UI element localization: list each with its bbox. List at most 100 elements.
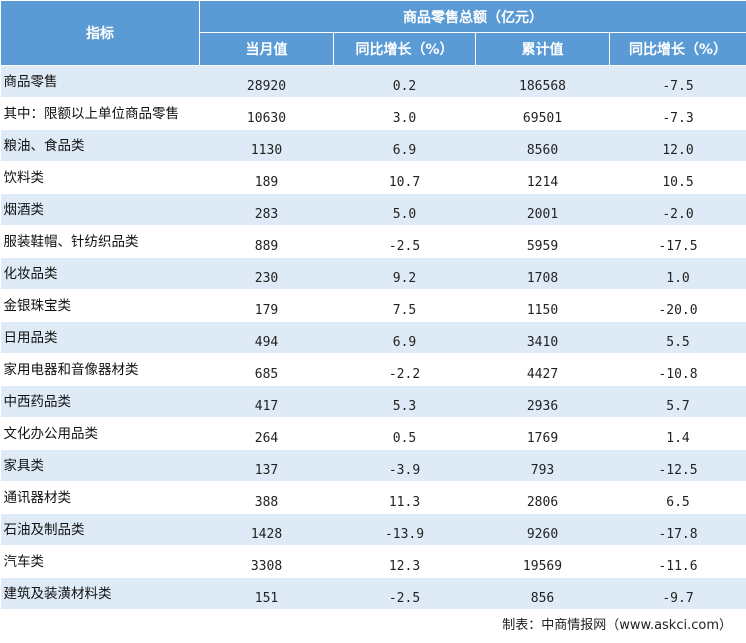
row-name: 通讯器材类 (0, 481, 200, 514)
row-name: 汽车类 (0, 545, 200, 578)
row-cumulative-value: 8560 (475, 129, 610, 162)
row-cumulative-value: 2001 (475, 193, 610, 226)
column-header-cumulative-yoy: 同比增长（%） (609, 32, 746, 66)
row-name: 化妆品类 (0, 257, 200, 290)
row-month-yoy: -3.9 (333, 449, 476, 482)
row-month-value: 889 (199, 225, 334, 258)
row-name: 文化办公用品类 (0, 417, 200, 450)
row-cumulative-value: 4427 (475, 353, 610, 386)
row-month-yoy: 3.0 (333, 97, 476, 130)
row-month-value: 230 (199, 257, 334, 290)
table-row: 汽车类 3308 12.3 19569 -11.6 (0, 545, 746, 578)
table-row: 金银珠宝类 179 7.5 1150 -20.0 (0, 289, 746, 322)
retail-sales-table: 指标 商品零售总额（亿元） 当月值 同比增长（%） 累计值 同比增长（%） 商品… (0, 0, 746, 610)
row-cumulative-yoy: -9.7 (609, 577, 746, 610)
row-cumulative-yoy: -17.5 (609, 225, 746, 258)
row-month-yoy: 5.0 (333, 193, 476, 226)
table-row: 服装鞋帽、针纺织品类 889 -2.5 5959 -17.5 (0, 225, 746, 258)
row-month-yoy: 0.5 (333, 417, 476, 450)
row-month-yoy: 9.2 (333, 257, 476, 290)
row-cumulative-yoy: 1.4 (609, 417, 746, 450)
row-name: 饮料类 (0, 161, 200, 194)
row-name: 石油及制品类 (0, 513, 200, 546)
column-header-cumulative: 累计值 (475, 32, 610, 66)
row-name: 家用电器和音像器材类 (0, 353, 200, 386)
column-header-month: 当月值 (199, 32, 334, 66)
table-row: 烟酒类 283 5.0 2001 -2.0 (0, 193, 746, 226)
table-row: 粮油、食品类 1130 6.9 8560 12.0 (0, 129, 746, 162)
table-row: 文化办公用品类 264 0.5 1769 1.4 (0, 417, 746, 450)
row-cumulative-value: 19569 (475, 545, 610, 578)
row-cumulative-yoy: -7.5 (609, 65, 746, 98)
row-month-yoy: 11.3 (333, 481, 476, 514)
row-month-value: 388 (199, 481, 334, 514)
indicator-header: 指标 (0, 0, 200, 66)
row-month-yoy: 10.7 (333, 161, 476, 194)
table-row: 日用品类 494 6.9 3410 5.5 (0, 321, 746, 354)
table-header: 指标 商品零售总额（亿元） 当月值 同比增长（%） 累计值 同比增长（%） (0, 0, 746, 66)
row-cumulative-yoy: 5.7 (609, 385, 746, 418)
column-header-month-yoy: 同比增长（%） (333, 32, 476, 66)
row-month-yoy: 0.2 (333, 65, 476, 98)
row-month-yoy: -2.5 (333, 577, 476, 610)
row-month-yoy: -2.2 (333, 353, 476, 386)
row-cumulative-yoy: -20.0 (609, 289, 746, 322)
row-cumulative-value: 1769 (475, 417, 610, 450)
row-name: 商品零售 (0, 65, 200, 98)
row-cumulative-value: 186568 (475, 65, 610, 98)
row-name: 中西药品类 (0, 385, 200, 418)
row-month-value: 3308 (199, 545, 334, 578)
table-row: 家用电器和音像器材类 685 -2.2 4427 -10.8 (0, 353, 746, 386)
row-month-yoy: -2.5 (333, 225, 476, 258)
table-source-note: 制表：中商情报网（www.askci.com） (502, 618, 732, 633)
row-cumulative-value: 2806 (475, 481, 610, 514)
table-row: 通讯器材类 388 11.3 2806 6.5 (0, 481, 746, 514)
table-row: 化妆品类 230 9.2 1708 1.0 (0, 257, 746, 290)
row-cumulative-yoy: -7.3 (609, 97, 746, 130)
row-month-value: 494 (199, 321, 334, 354)
row-month-value: 1130 (199, 129, 334, 162)
table-row: 家具类 137 -3.9 793 -12.5 (0, 449, 746, 482)
row-month-yoy: -13.9 (333, 513, 476, 546)
table-row: 饮料类 189 10.7 1214 10.5 (0, 161, 746, 194)
row-name: 烟酒类 (0, 193, 200, 226)
row-cumulative-yoy: -17.8 (609, 513, 746, 546)
row-cumulative-yoy: 10.5 (609, 161, 746, 194)
table-row: 中西药品类 417 5.3 2936 5.7 (0, 385, 746, 418)
row-name: 建筑及装潢材料类 (0, 577, 200, 610)
row-cumulative-value: 5959 (475, 225, 610, 258)
row-month-yoy: 7.5 (333, 289, 476, 322)
row-name: 家具类 (0, 449, 200, 482)
row-cumulative-yoy: -11.6 (609, 545, 746, 578)
row-month-yoy: 6.9 (333, 129, 476, 162)
table-body: 商品零售 28920 0.2 186568 -7.5 其中：限额以上单位商品零售 10630… (0, 65, 746, 610)
row-month-value: 264 (199, 417, 334, 450)
row-month-value: 179 (199, 289, 334, 322)
row-cumulative-yoy: 1.0 (609, 257, 746, 290)
row-month-value: 10630 (199, 97, 334, 130)
row-cumulative-value: 2936 (475, 385, 610, 418)
row-month-yoy: 6.9 (333, 321, 476, 354)
row-month-value: 137 (199, 449, 334, 482)
group-header: 商品零售总额（亿元） (199, 0, 746, 33)
row-month-value: 151 (199, 577, 334, 610)
table-row: 商品零售 28920 0.2 186568 -7.5 (0, 65, 746, 98)
row-name: 其中：限额以上单位商品零售 (0, 97, 200, 130)
row-cumulative-yoy: -12.5 (609, 449, 746, 482)
row-month-value: 685 (199, 353, 334, 386)
row-cumulative-yoy: -2.0 (609, 193, 746, 226)
table-row: 建筑及装潢材料类 151 -2.5 856 -9.7 (0, 577, 746, 610)
row-cumulative-yoy: 12.0 (609, 129, 746, 162)
row-name: 服装鞋帽、针纺织品类 (0, 225, 200, 258)
row-cumulative-yoy: 6.5 (609, 481, 746, 514)
row-month-value: 417 (199, 385, 334, 418)
row-cumulative-value: 1708 (475, 257, 610, 290)
row-month-yoy: 5.3 (333, 385, 476, 418)
row-name: 日用品类 (0, 321, 200, 354)
row-month-yoy: 12.3 (333, 545, 476, 578)
row-month-value: 189 (199, 161, 334, 194)
row-cumulative-value: 1150 (475, 289, 610, 322)
row-cumulative-value: 3410 (475, 321, 610, 354)
row-name: 金银珠宝类 (0, 289, 200, 322)
row-month-value: 28920 (199, 65, 334, 98)
